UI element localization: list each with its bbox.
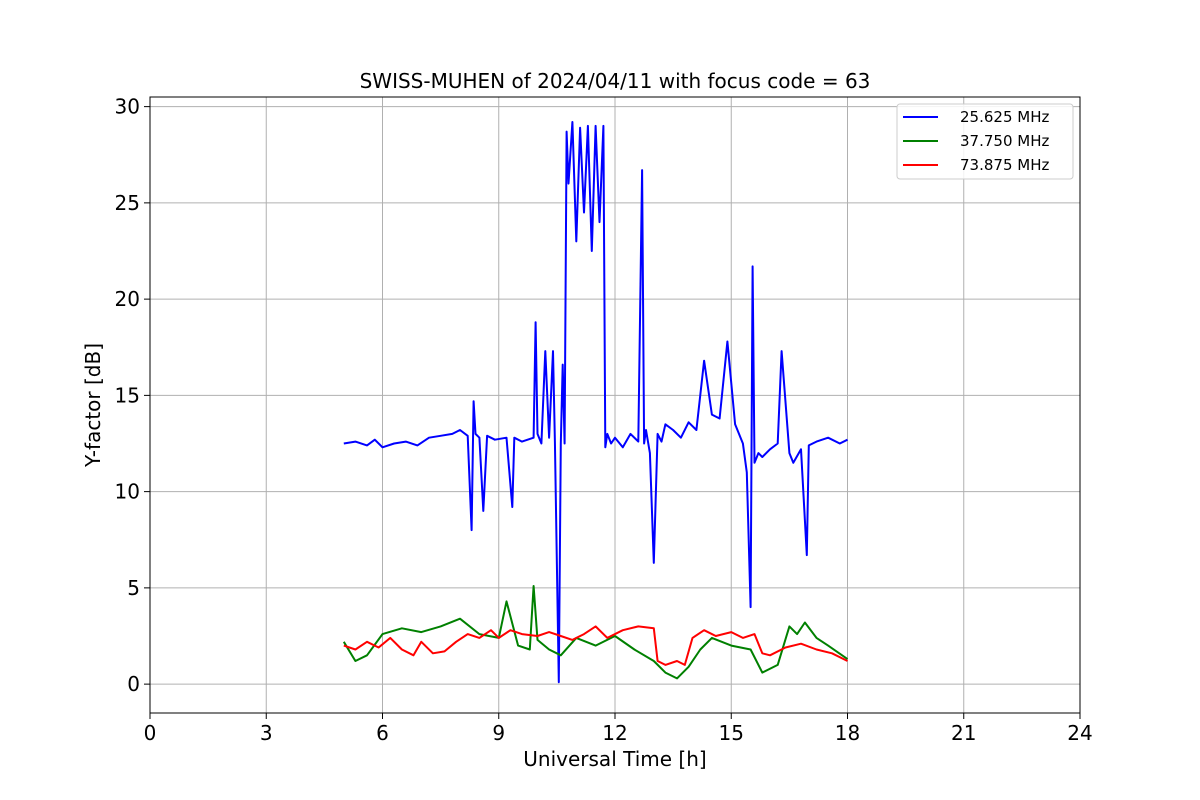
y-tick-label: 25 xyxy=(115,191,140,215)
legend-items: 25.625 MHz 37.750 MHz 73.875 MHz xyxy=(903,108,1049,174)
series-line-73-875-mhz xyxy=(343,625,848,666)
x-tick-label: 15 xyxy=(719,721,744,745)
legend-label: 37.750 MHz xyxy=(960,132,1049,150)
y-tick-label: 10 xyxy=(115,480,140,504)
series-layer xyxy=(342,121,849,684)
x-axis-label: Universal Time [h] xyxy=(523,747,706,771)
legend: 25.625 MHz 37.750 MHz 73.875 MHz xyxy=(896,103,1074,180)
legend-label: 25.625 MHz xyxy=(960,108,1049,126)
series-line-25-625-mhz xyxy=(343,121,848,684)
legend-box xyxy=(896,103,1074,180)
y-tick-label: 20 xyxy=(115,287,140,311)
x-tick-label: 3 xyxy=(260,721,273,745)
chart-title: SWISS-MUHEN of 2024/04/11 with focus cod… xyxy=(360,69,871,93)
legend-label: 73.875 MHz xyxy=(960,156,1049,174)
x-tick-label: 9 xyxy=(492,721,505,745)
series-line-37-750-mhz xyxy=(342,585,849,680)
y-tick-label: 15 xyxy=(115,383,140,407)
x-tick-label: 24 xyxy=(1067,721,1092,745)
ticks-layer: 0 3 6 9 12 15 18 21 24 0 5 10 15 20 25 30 xyxy=(115,95,1093,745)
y-tick-label: 5 xyxy=(127,576,140,600)
x-tick-label: 12 xyxy=(602,721,627,745)
y-tick-label: 30 xyxy=(115,95,140,119)
x-tick-label: 6 xyxy=(376,721,389,745)
x-tick-label: 21 xyxy=(951,721,976,745)
x-tick-label: 0 xyxy=(144,721,157,745)
x-tick-label: 18 xyxy=(835,721,860,745)
y-tick-label: 0 xyxy=(127,672,140,696)
y-axis-label: Y-factor [dB] xyxy=(81,343,105,468)
